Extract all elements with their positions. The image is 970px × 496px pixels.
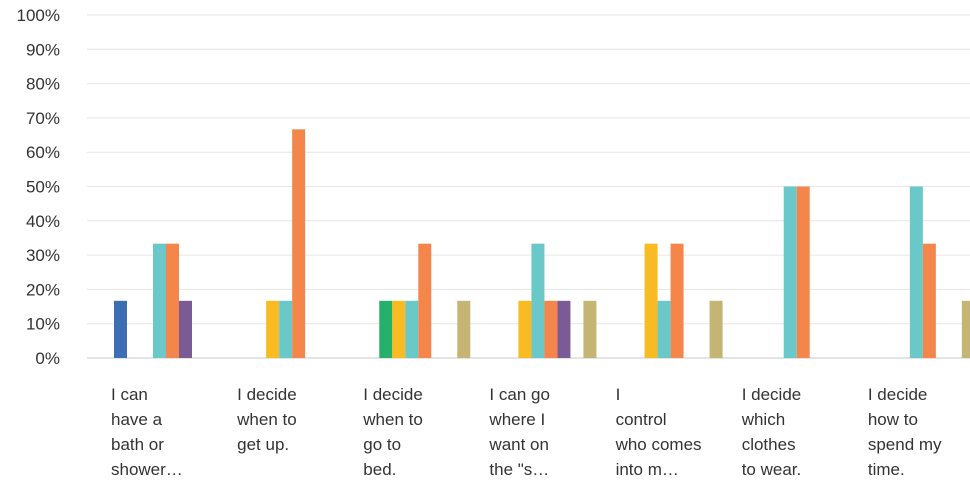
y-tick-label: 100% — [17, 6, 60, 25]
bar — [583, 300, 597, 358]
x-tick-label: I can have a bath or shower… — [111, 385, 183, 479]
bar — [709, 300, 723, 358]
bar — [392, 300, 406, 358]
bar — [531, 243, 545, 358]
bar — [544, 300, 558, 358]
x-tick-label: I decide when to go to bed. — [363, 385, 423, 479]
y-tick-label: 50% — [26, 178, 60, 197]
bar — [670, 243, 684, 358]
y-tick-label: 70% — [26, 109, 60, 128]
bar — [153, 243, 166, 358]
bar — [418, 243, 432, 358]
bar — [796, 186, 810, 358]
y-tick-label: 60% — [26, 143, 60, 162]
y-tick-label: 10% — [26, 315, 60, 334]
bars — [114, 129, 970, 358]
x-tick-label: I decide how to spend my time. — [867, 385, 942, 479]
bar — [279, 300, 293, 358]
bar — [166, 243, 179, 358]
bar — [657, 300, 671, 358]
y-tick-label: 30% — [26, 246, 60, 265]
bar — [518, 300, 532, 358]
y-tick-label: 40% — [26, 212, 60, 231]
bar — [783, 186, 797, 358]
bar — [909, 186, 923, 358]
y-tick-label: 90% — [26, 40, 60, 59]
bar — [961, 300, 970, 358]
bar — [266, 300, 280, 358]
x-tick-label: I decide which clothes to wear. — [741, 385, 802, 479]
bar — [922, 243, 936, 358]
y-tick-label: 20% — [26, 280, 60, 299]
bar — [405, 300, 419, 358]
x-tick-label: I control who comes into m… — [615, 385, 702, 479]
bar — [379, 300, 393, 358]
bar — [179, 300, 192, 358]
grid-lines — [87, 14, 970, 359]
y-tick-label: 0% — [35, 349, 60, 368]
y-tick-label: 80% — [26, 75, 60, 94]
x-tick-label: I can go where I want on the "s… — [489, 385, 550, 479]
bar — [557, 300, 571, 358]
bar — [292, 129, 306, 358]
y-axis-ticks: 0% 10% 20% 30% 40% 50% 60% 70% 80% 90% 100% — [17, 6, 60, 368]
bar — [457, 300, 471, 358]
x-tick-label: I decide when to get up. — [237, 385, 297, 454]
bar — [644, 243, 658, 358]
bar — [114, 300, 127, 358]
